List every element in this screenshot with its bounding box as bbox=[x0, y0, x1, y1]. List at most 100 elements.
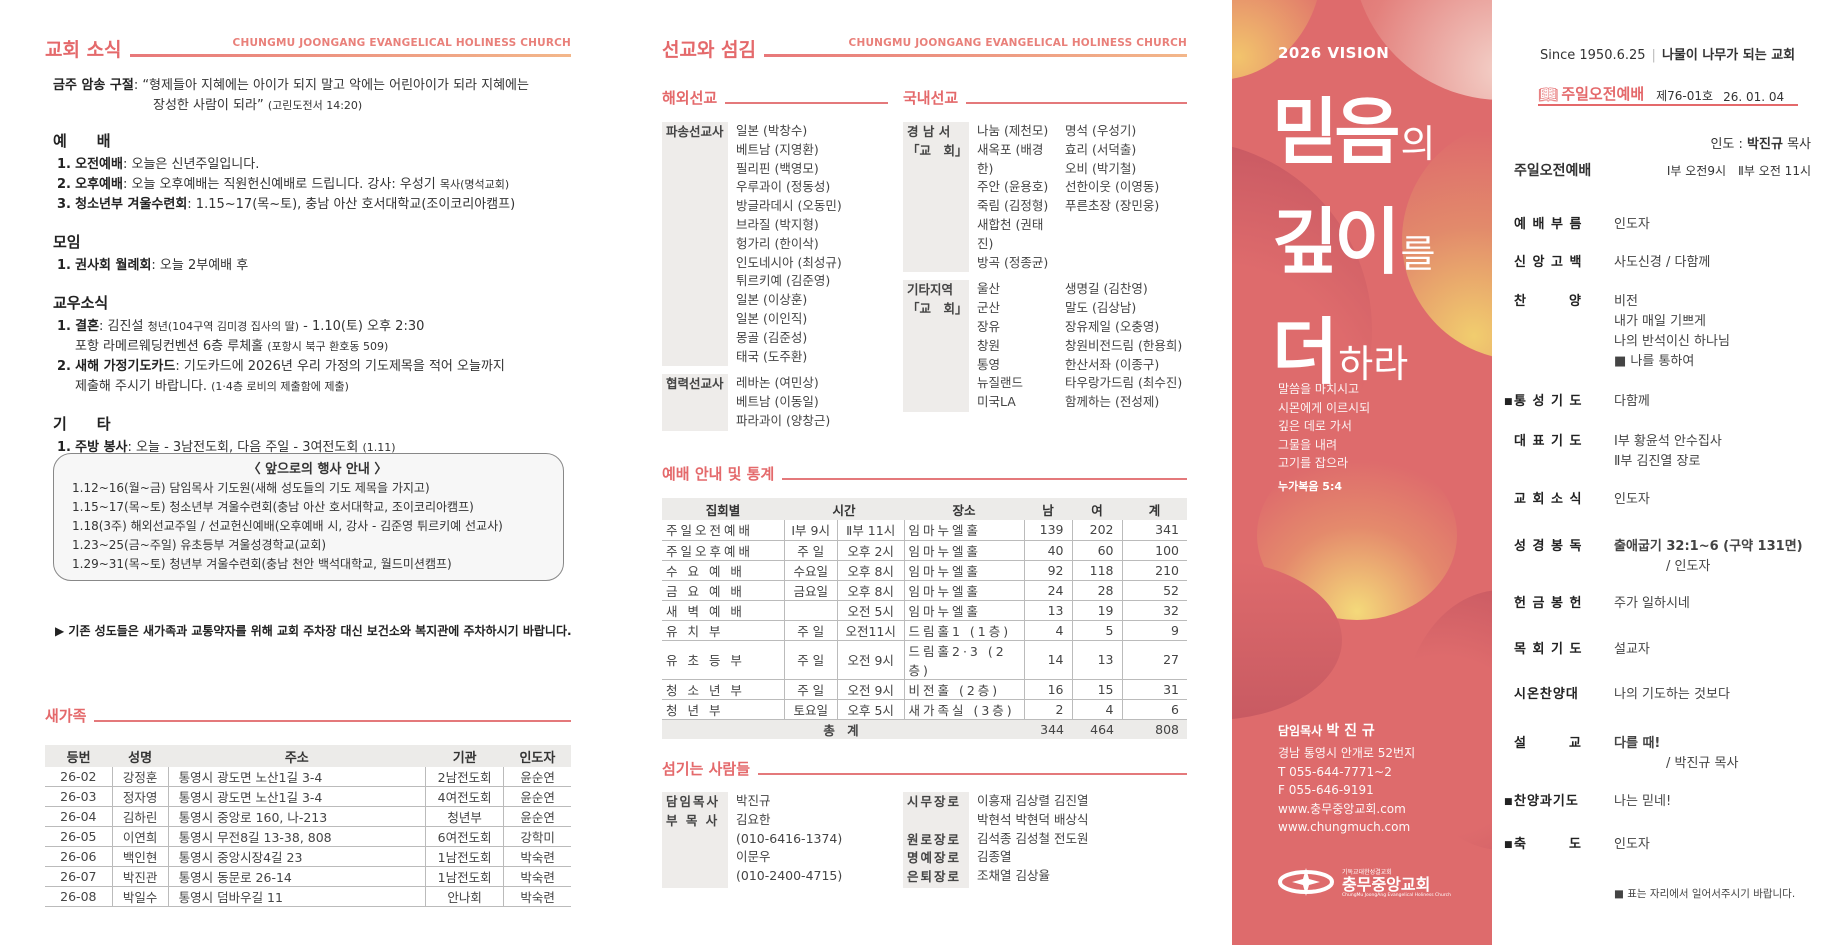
section-heading: 교우소식 bbox=[53, 294, 109, 312]
table-row: 26-02 강정훈 통영시 광도면 노산1길 3-4 2남전도회 윤순연 bbox=[45, 767, 571, 787]
item-text: : 기도카드에 2026년 우리 가정의 기도제목을 적어 오늘까지 bbox=[175, 359, 505, 374]
title-line: 깊이 를 bbox=[1272, 198, 1472, 308]
order-item: 성 경 봉 독 출애굽기 32:1~6 (구약 131면) / 인도자 bbox=[1514, 537, 1803, 577]
table-cell: 26-05 bbox=[45, 826, 113, 847]
church: 미국LA bbox=[977, 394, 1016, 410]
news-item: 2. 새해 가정기도카드: 기도카드에 2026년 우리 가정의 기도제목을 적… bbox=[57, 357, 571, 397]
table-cell: 26-07 bbox=[45, 866, 113, 887]
table-cell: 윤순연 bbox=[503, 786, 571, 807]
order-label: 시온찬양대 bbox=[1514, 687, 1579, 702]
church: 통영 bbox=[977, 356, 1001, 372]
total-row: 총 계 344 464 808 bbox=[662, 719, 1187, 739]
item-note: (포항시 북구 환호동 509) bbox=[267, 340, 389, 353]
domestic-group: 경 남 서 「교 회」 나눔 (제천모) 새옥포 (배경한) 주안 (윤용호) 죽림 (김… bbox=[903, 122, 1187, 273]
missionary: 베트남 (지영환) bbox=[736, 141, 819, 157]
order-item: 목 회 기 도 설교자 bbox=[1514, 640, 1650, 660]
column-header: 기관 bbox=[425, 745, 504, 767]
church: 명석 (우성기) bbox=[1065, 123, 1137, 138]
item-number: 1. bbox=[57, 319, 71, 334]
table-row: 새 벽 예 배 오전 5시 임마누엘홀 13 19 32 bbox=[662, 600, 1187, 621]
order-line: 나는 믿네! bbox=[1614, 794, 1672, 809]
table-row: 금 요 예 배 금요일 오후 8시 임마누엘홀 24 28 52 bbox=[662, 580, 1187, 601]
table-cell: 2 bbox=[1023, 699, 1072, 720]
column-header: 남 bbox=[1024, 498, 1072, 520]
item-text: : 1.15~17(목~토), 충남 아산 호서대학교(조이코리아캠프) bbox=[187, 197, 516, 212]
table-cell: 26-06 bbox=[45, 846, 113, 867]
table-cell: 4여전도회 bbox=[424, 786, 504, 807]
missionary: 파라과이 (양창근) bbox=[736, 412, 831, 428]
table-cell: 수 요 예 배 bbox=[662, 560, 784, 581]
item-text: : 오늘 오후예배는 직원헌신예배로 드립니다. 강사: 우성기 bbox=[122, 177, 436, 192]
item-number: 1. bbox=[57, 440, 71, 455]
table-row: 주일오전예배 Ⅰ부 9시 Ⅱ부 11시 임마누엘홀 139 202 341 bbox=[662, 520, 1187, 541]
missionary: 우루과이 (정동성) bbox=[736, 179, 831, 195]
table-cell: 임마누엘홀 bbox=[903, 540, 1024, 561]
order-value: 인도자 bbox=[1614, 835, 1650, 855]
order-label: 성 경 봉 독 bbox=[1514, 539, 1583, 554]
news-item: 1. 주방 봉사: 오늘 - 3남전도회, 다음 주일 - 3여전도회 (1.1… bbox=[57, 438, 571, 458]
table-cell: 박숙련 bbox=[503, 886, 571, 907]
item-text: : 오늘 - 3남전도회, 다음 주일 - 3여전도회 bbox=[127, 440, 359, 455]
main-service-times: Ⅰ부 오전9시 Ⅱ부 오전 11시 bbox=[1666, 164, 1811, 178]
church: 울산 bbox=[977, 281, 1001, 297]
order-line: 나의 반석이신 하나님 bbox=[1614, 334, 1730, 349]
column-header: 집회별 bbox=[662, 498, 784, 520]
verse-line: 고기를 잡으라 bbox=[1278, 456, 1349, 470]
table-cell: 토요일 bbox=[783, 699, 838, 720]
missionary: 일본 (박창수) bbox=[736, 123, 808, 138]
bulletin-header: 📖︎ 주일오전예배 제76-01호 26. 01. 04 bbox=[1538, 80, 1798, 106]
servant-name: 박현석 박현덕 배상식 bbox=[977, 811, 1089, 827]
table-cell: 박진관 bbox=[111, 866, 169, 887]
order-line: / 인도자 bbox=[1614, 559, 1711, 574]
table-cell: 새가족실 (3층) bbox=[903, 699, 1024, 720]
item-label: 새해 가정기도카드 bbox=[75, 359, 176, 374]
church: 푸른초장 (장민웅) bbox=[1065, 198, 1160, 214]
item-note: 목사(명석교회) bbox=[439, 178, 510, 191]
table-cell: 주 일 bbox=[783, 640, 838, 680]
table-cell: 118 bbox=[1071, 560, 1122, 581]
table-cell: 강정훈 bbox=[111, 767, 169, 787]
role-label: 은퇴장로 bbox=[907, 869, 962, 885]
title-line: 믿음 의 bbox=[1272, 88, 1472, 198]
website-link[interactable]: www.chungmuch.com bbox=[1278, 820, 1411, 834]
order-label: ■ 찬양과기도 bbox=[1504, 792, 1614, 812]
order-label: 교 회 소 식 bbox=[1514, 492, 1583, 507]
church-address: 경남 통영시 안개로 52번지 bbox=[1278, 746, 1416, 760]
item-text: : 오늘은 신년주일입니다. bbox=[122, 157, 260, 172]
table-cell: 오전11시 bbox=[836, 620, 904, 641]
church: 생명길 (김찬영) bbox=[1065, 281, 1148, 297]
church-motto: Since 1950.6.25 | 나물이 나무가 되는 교회 bbox=[1540, 48, 1796, 63]
cover-panel: 2026 VISION 믿음 의 깊이 를 더 하라 말씀을 마치시고 시몬에게 이르시되 깊… bbox=[1232, 0, 1492, 945]
missionary: 브라질 (박지형) bbox=[736, 216, 819, 232]
memory-verse: 금주 암송 구절: “형제들아 지혜에는 아이가 되지 말고 악에는 어린아이가… bbox=[53, 78, 529, 113]
column-header: 시간 bbox=[784, 498, 904, 520]
item-label: 결혼 bbox=[75, 319, 100, 334]
missionary-list: 일본 (박창수) 베트남 (지영환) 필리핀 (백영모) 우루과이 (정동성) 방글라데… bbox=[728, 122, 842, 366]
table-cell: 13 bbox=[1071, 640, 1122, 680]
table-cell: 6여전도회 bbox=[424, 826, 504, 847]
item-text: 포항 라메르웨딩컨벤션 6층 루체홀 bbox=[75, 339, 264, 354]
since-date: Since 1950.6.25 bbox=[1540, 48, 1646, 63]
church-emblem-icon bbox=[1278, 868, 1334, 896]
order-label: 찬 양 bbox=[1514, 294, 1582, 309]
order-line: 출애굽기 32:1~6 (구약 131면) bbox=[1614, 539, 1803, 554]
item-number: 1. bbox=[57, 258, 71, 273]
missionary: 필리핀 (백영모) bbox=[736, 160, 819, 176]
section-heading: 예 배 bbox=[53, 132, 111, 150]
item-note: 청년(104구역 김미경 집사의 딸) bbox=[147, 320, 299, 333]
labels-column: 시무장로 원로장로 명예장로 은퇴장로 bbox=[903, 792, 969, 888]
website-link-korean[interactable]: www.충무중앙교회.com bbox=[1278, 801, 1406, 816]
table-cell: 28 bbox=[1071, 580, 1122, 601]
domestic-missions: 경 남 서 「교 회」 나눔 (제천모) 새옥포 (배경한) 주안 (윤용호) 죽림 (김… bbox=[903, 122, 1187, 420]
news-item: 3. 청소년부 겨울수련회: 1.15~17(목~토), 충남 아산 호서대학교… bbox=[57, 195, 571, 215]
event-item: 1.23~25(금~주일) 유초등부 겨울성경학교(교회) bbox=[72, 538, 327, 552]
servant-name: 김종열 bbox=[977, 849, 1012, 865]
church: 함께하는 (전성제) bbox=[1065, 394, 1160, 410]
table-cell: 26-02 bbox=[45, 767, 113, 787]
table-cell: 새 벽 예 배 bbox=[662, 600, 784, 621]
upcoming-events-box: 〈 앞으로의 행사 안내 〉 1.12~16(월~금) 담임목사 기도원(새해 … bbox=[53, 453, 564, 581]
verse-line: 말씀을 마치시고 bbox=[1278, 382, 1360, 396]
order-value: 설교자 bbox=[1614, 640, 1650, 660]
church-news-header: 교회 소식 CHUNGMU JOONGANG EVANGELICAL HOLIN… bbox=[45, 28, 571, 62]
issue-number: 제76-01호 bbox=[1656, 89, 1714, 103]
